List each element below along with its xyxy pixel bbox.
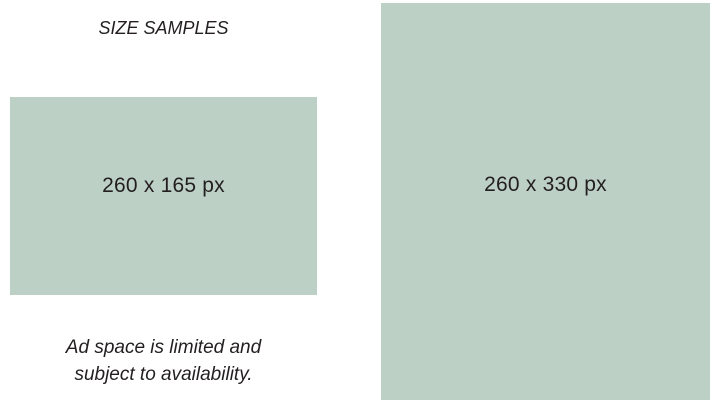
- availability-note: Ad space is limited and subject to avail…: [10, 334, 317, 388]
- ad-size-label-large: 260 x 330 px: [484, 172, 607, 196]
- availability-note-line-1: Ad space is limited and: [65, 337, 262, 358]
- ad-size-sample-large: 260 x 330 px: [381, 3, 710, 400]
- availability-note-line-2: subject to availability.: [74, 364, 253, 385]
- ad-size-sample-small: 260 x 165 px: [10, 97, 317, 295]
- size-samples-heading: SIZE SAMPLES: [98, 18, 229, 38]
- ad-size-label-small: 260 x 165 px: [102, 174, 225, 197]
